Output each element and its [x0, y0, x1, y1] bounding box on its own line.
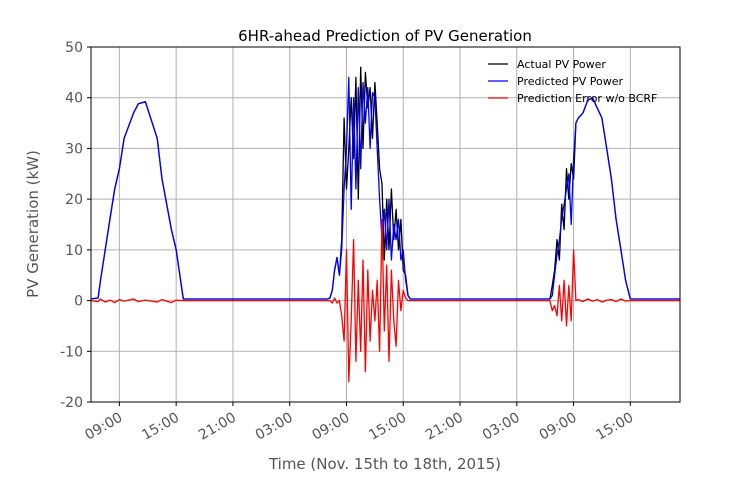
x-ticks: 09:00 15:00 21:00 03:00 09:00 15:00 21:00 03:00…	[82, 402, 636, 444]
x-tick-label: 09:00	[82, 410, 125, 444]
x-tick-label: 15:00	[139, 410, 182, 444]
x-tick-label: 09:00	[310, 410, 353, 444]
x-tick-label: 03:00	[253, 410, 296, 444]
plot-frame	[90, 46, 681, 403]
y-ticks: -20 -10 0 10 20 30 40 50	[60, 40, 91, 411]
series-lines	[90, 66, 680, 383]
legend-label: Predicted PV Power	[517, 75, 624, 88]
y-tick-label: 20	[65, 192, 83, 208]
y-tick-label: -10	[60, 344, 83, 360]
series-line-prediction-error-w-o-bcrf	[90, 218, 680, 383]
y-axis-label: PV Generation (kW)	[24, 150, 42, 298]
legend-label: Actual PV Power	[517, 58, 606, 71]
x-axis-label: Time (Nov. 15th to 18th, 2015)	[268, 455, 501, 473]
x-tick-label: 21:00	[423, 410, 466, 444]
grid	[91, 46, 680, 403]
x-tick-label: 21:00	[196, 410, 239, 444]
y-tick-label: 10	[65, 243, 83, 259]
y-tick-label: 0	[74, 294, 83, 310]
legend-label: Prediction Error w/o BCRF	[517, 92, 657, 105]
y-tick-label: -20	[60, 395, 83, 411]
legend: Actual PV Power Predicted PV Power Predict…	[488, 58, 657, 105]
x-tick-label: 15:00	[366, 410, 409, 444]
y-tick-label: 30	[65, 141, 83, 157]
y-tick-label: 40	[65, 91, 83, 107]
series-line-predicted-pv-power	[90, 76, 680, 300]
x-tick-label: 15:00	[593, 410, 636, 444]
x-tick-label: 03:00	[480, 410, 523, 444]
chart-title: 6HR-ahead Prediction of PV Generation	[238, 27, 532, 45]
x-tick-label: 09:00	[537, 410, 580, 444]
y-tick-label: 50	[65, 40, 83, 56]
